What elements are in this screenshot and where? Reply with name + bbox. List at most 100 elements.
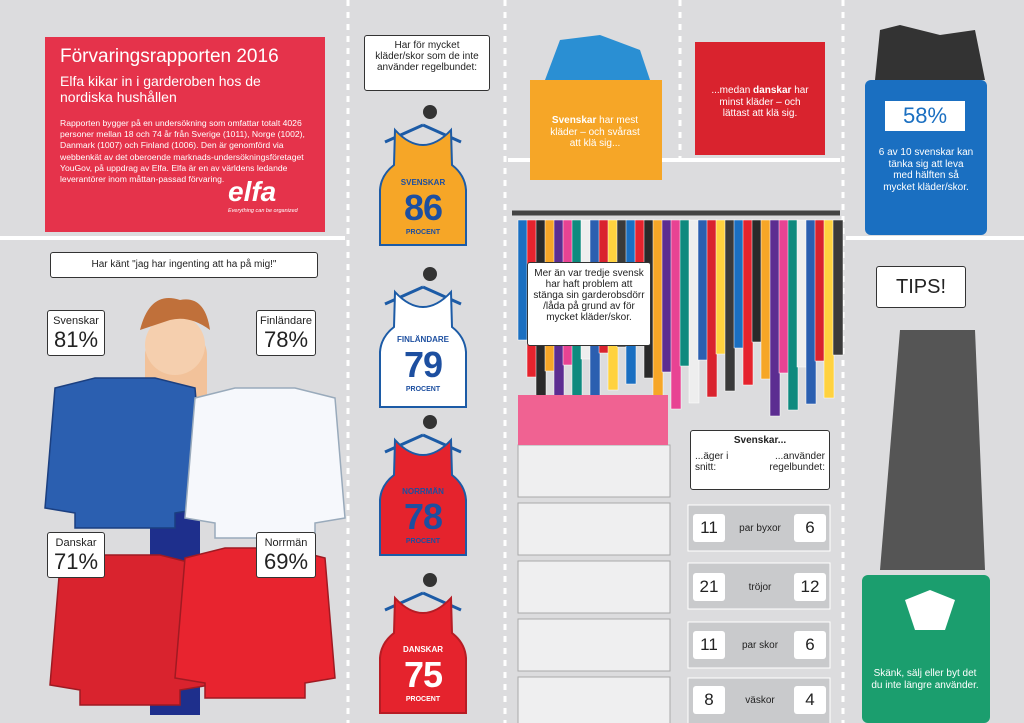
hanger (384, 123, 462, 144)
hook (423, 415, 437, 429)
tips-bubble: TIPS! (876, 266, 966, 308)
garment (769, 219, 781, 417)
tank-top (379, 289, 467, 408)
garment (751, 219, 763, 343)
tips-title: TIPS! (895, 276, 946, 298)
logo: elfa (228, 176, 277, 207)
half-text: 6 av 10 svenskar kan tänka sig att leva … (878, 147, 974, 193)
text: har mest kläder – och svårast att klä si… (550, 115, 640, 149)
left-header: ...äger i snitt: (695, 451, 729, 473)
country: SVENSKAR (400, 178, 446, 187)
garment (805, 219, 817, 405)
stat-value: 69% (263, 549, 309, 574)
garment (670, 219, 682, 410)
box-contents (545, 35, 650, 80)
stat-value: 86 (403, 187, 443, 229)
jacket (49, 554, 211, 706)
stat-value: 78% (263, 327, 309, 352)
used-count: 6 (794, 631, 826, 659)
emphasis: danskar (753, 85, 792, 96)
country: Finländare (260, 315, 312, 327)
box (695, 42, 825, 155)
garment (733, 219, 745, 349)
garment (724, 219, 736, 392)
emphasis: Svenskar (551, 115, 597, 126)
used-count: 4 (794, 686, 826, 714)
header-box (45, 37, 325, 232)
garment (823, 219, 835, 399)
storage-bin (517, 502, 671, 556)
dress (880, 330, 985, 570)
owned-count: 21 (693, 573, 725, 601)
storage-bin (517, 560, 671, 614)
head (145, 315, 205, 375)
hook (423, 573, 437, 587)
country: Svenskar (53, 315, 99, 327)
stat-value: 58% (885, 101, 965, 131)
tank-top (379, 437, 467, 556)
garment (832, 219, 844, 356)
stat-value: 81% (53, 327, 99, 352)
garment (814, 219, 826, 362)
question: Har för mycket kläder/skor som de inte a… (375, 40, 479, 73)
note-bubble: Mer än var tredje svensk har haft proble… (527, 262, 651, 346)
item: par byxor (739, 523, 781, 534)
stat-value: 79 (403, 344, 443, 386)
subtitle: Elfa kikar in i garderoben hos de nordis… (60, 73, 261, 106)
unit: PROCENT (405, 228, 441, 236)
note: Mer än var tredje svensk har haft proble… (533, 268, 645, 323)
right-header: ...använder regelbundet: (769, 451, 825, 473)
country: Danskar (55, 537, 97, 549)
item: väskor (745, 695, 775, 706)
hanger (384, 285, 462, 306)
hanger (384, 591, 462, 612)
jacket (44, 377, 206, 529)
counts-title: Svenskar... (733, 435, 787, 446)
garment (706, 219, 718, 398)
storage-bin (517, 444, 671, 498)
hook (423, 267, 437, 281)
garment (715, 219, 727, 355)
garment (787, 219, 799, 411)
counts-header: Svenskar... ...äger i snitt: ...använder… (690, 430, 830, 490)
owned-count: 11 (693, 631, 725, 659)
text: har minst kläder – och lättast att klä s… (719, 85, 809, 119)
hanger (384, 433, 462, 454)
shirt-label: SVENSKAR 86 PROCENT (383, 178, 463, 237)
question: Har känt "jag har ingenting att ha på mi… (91, 259, 277, 270)
garment (742, 219, 754, 386)
stat-bubble: Danskar 71% (47, 532, 105, 578)
shirt-label: DANSKAR 75 PROCENT (383, 645, 463, 704)
text: ...medan (711, 85, 751, 96)
garment (778, 219, 790, 374)
garment (679, 219, 691, 367)
stat-bubble: Finländare 78% (256, 310, 316, 356)
country: NORRMÄN (402, 487, 444, 496)
item: par skor (741, 640, 779, 651)
owned-count: 11 (693, 514, 725, 542)
shirt-label: NORRMÄN 78 PROCENT (383, 487, 463, 546)
garment (697, 219, 709, 361)
least-clothes: ...medan danskar har minst kläder – och … (705, 85, 815, 120)
garment (760, 219, 772, 380)
question-bubble: Har känt "jag har ingenting att ha på mi… (50, 252, 318, 278)
shoes (875, 25, 985, 80)
stat-value: 75 (403, 654, 443, 696)
jacket (184, 387, 346, 539)
shirt-label: FINLÄNDARE 79 PROCENT (383, 335, 463, 394)
hook (423, 105, 437, 119)
unit: PROCENT (405, 385, 441, 393)
unit: PROCENT (405, 537, 441, 545)
unit: PROCENT (405, 695, 441, 703)
storage-bin (517, 676, 671, 723)
item: tröjor (748, 582, 772, 593)
tips-text: Skänk, sälj eller byt det du inte längre… (871, 668, 979, 691)
clothes-pile (518, 395, 668, 445)
stat-bubble: Norrmän 69% (256, 532, 316, 578)
recycle-icon (905, 590, 955, 630)
country: Norrmän (264, 537, 308, 549)
question-bubble: Har för mycket kläder/skor som de inte a… (364, 35, 490, 91)
